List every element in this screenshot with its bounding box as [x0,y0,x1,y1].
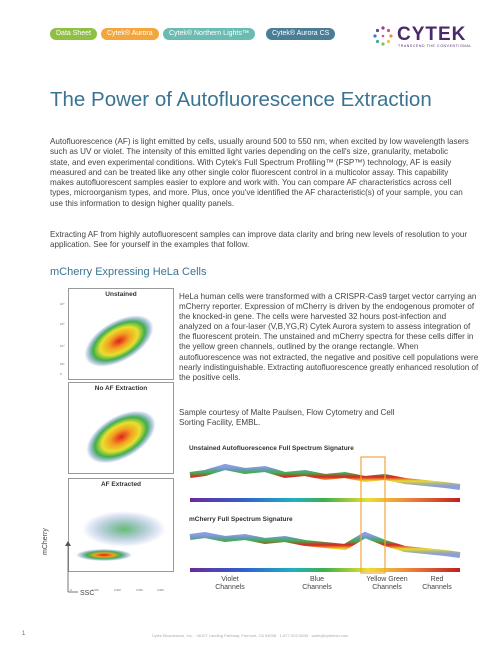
channel-label-yellow-green-line1: Yellow Green [366,576,408,583]
section-title: mCherry Expressing HeLa Cells [50,266,207,278]
section-credit: Sample courtesy of Malte Paulsen, Flow C… [179,408,395,428]
plot-af-extracted: AF Extracted [68,478,174,572]
x-tick: 3.0M [136,588,143,592]
logo-tagline: TRANSCEND THE CONVENTIONAL [398,44,472,48]
plot-label-no-af: No AF Extraction [94,385,148,392]
plot-label-unstained: Unstained [105,291,137,298]
axis-arrows [65,541,78,593]
y-tick: 10⁴ [60,344,65,348]
density-plot-no-af [86,410,156,464]
x-tick: 4.0M [157,588,164,592]
x-axis-label: SSC [80,590,95,597]
channel-label-blue-line1: Blue [309,576,324,583]
tag-data-sheet: Data Sheet [50,28,98,40]
channel-label-red: Red Channels [412,576,462,592]
y-tick: 10³ [60,362,65,366]
tag-northern-lights: Cytek® Northern Lights™ [163,28,255,40]
page-title: The Power of Autofluorescence Extraction [50,88,432,111]
channel-label-violet: Violet Channels [200,576,260,592]
plot-no-af-extraction: No AF Extraction [68,382,174,474]
channel-label-blue-line2: Channels [302,584,332,591]
intro-paragraph-1: Autofluorescence (AF) is light emitted b… [50,137,469,208]
unstained-signature-title: Unstained Autofluorescence Full Spectrum… [189,445,354,452]
tag-aurora-cs: Cytek® Aurora CS [266,28,336,40]
density-plot-unstained [84,315,154,367]
channel-label-blue: Blue Channels [287,576,347,592]
y-tick: 0 [60,372,62,376]
channel-label-yellow-green-line2: Channels [372,584,402,591]
y-tick: 10⁶ [60,302,65,306]
mcherry-signature-title: mCherry Full Spectrum Signature [189,516,293,523]
tag-cytek-aurora: Cytek® Aurora [101,28,159,40]
channel-label-yellow-green: Yellow Green Channels [352,576,422,592]
footer-address: Cytek Biosciences, Inc. · 46107 Landing … [151,633,349,638]
intro-paragraph-2: Extracting AF from highly autofluorescen… [50,230,468,250]
channel-label-violet-line1: Violet [221,576,239,583]
page-number: 1 [22,631,26,637]
channel-label-red-line2: Channels [422,584,452,591]
channel-label-violet-line2: Channels [215,584,245,591]
plot-unstained: Unstained [68,288,174,380]
section-body: HeLa human cells were transformed with a… [179,292,479,382]
y-tick: 10⁵ [60,322,65,326]
x-tick: 0 [70,588,72,592]
channel-label-red-line1: Red [430,576,444,583]
x-tick: 1.0M [92,588,99,592]
plot-label-af-extracted: AF Extracted [100,481,142,488]
spectrum-signatures [189,456,461,574]
x-tick: 2.0M [114,588,121,592]
y-axis-label: mCherry [42,528,49,555]
cytek-logo-icon [373,26,393,46]
logo-wordmark: CYTEK [397,24,467,45]
density-plot-af-extracted [76,511,166,561]
